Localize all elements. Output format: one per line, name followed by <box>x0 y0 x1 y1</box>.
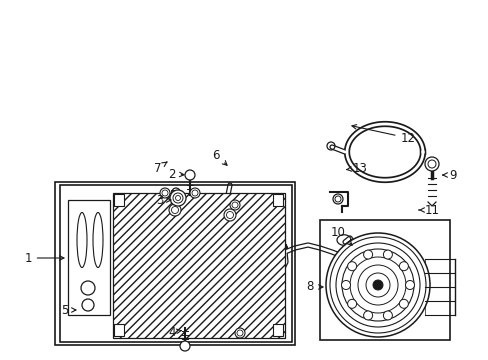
Circle shape <box>424 157 438 171</box>
Circle shape <box>383 311 391 320</box>
Circle shape <box>383 250 391 259</box>
Circle shape <box>184 170 195 180</box>
Text: 12: 12 <box>351 125 415 144</box>
Text: 5: 5 <box>61 303 76 316</box>
Circle shape <box>347 299 356 308</box>
Circle shape <box>169 204 181 216</box>
Bar <box>319 220 449 340</box>
Bar <box>114 194 124 206</box>
Circle shape <box>405 280 414 289</box>
Circle shape <box>170 190 185 206</box>
Bar <box>68 200 110 315</box>
Bar <box>60 185 291 342</box>
Circle shape <box>160 188 170 198</box>
Text: 10: 10 <box>330 225 351 245</box>
Text: 11: 11 <box>418 203 439 216</box>
Circle shape <box>325 233 429 337</box>
Text: 13: 13 <box>346 162 366 175</box>
Circle shape <box>372 280 382 290</box>
Bar <box>272 194 283 206</box>
Text: 7: 7 <box>154 162 167 175</box>
Text: 8: 8 <box>305 280 322 293</box>
Text: 6: 6 <box>212 149 226 165</box>
Circle shape <box>363 311 372 320</box>
Circle shape <box>224 209 236 221</box>
Circle shape <box>180 341 190 351</box>
Circle shape <box>363 250 372 259</box>
Text: 9: 9 <box>442 168 456 181</box>
Bar <box>55 182 294 345</box>
Circle shape <box>341 280 350 289</box>
Text: 1: 1 <box>24 252 64 265</box>
Circle shape <box>235 328 244 338</box>
Bar <box>113 193 285 338</box>
Bar <box>114 324 124 336</box>
Bar <box>272 324 283 336</box>
Text: 2: 2 <box>168 167 183 180</box>
Circle shape <box>399 262 407 271</box>
Circle shape <box>399 299 407 308</box>
Text: 4: 4 <box>168 325 181 338</box>
Circle shape <box>190 188 200 198</box>
Circle shape <box>229 200 240 210</box>
Text: 3: 3 <box>156 194 171 207</box>
Circle shape <box>347 262 356 271</box>
